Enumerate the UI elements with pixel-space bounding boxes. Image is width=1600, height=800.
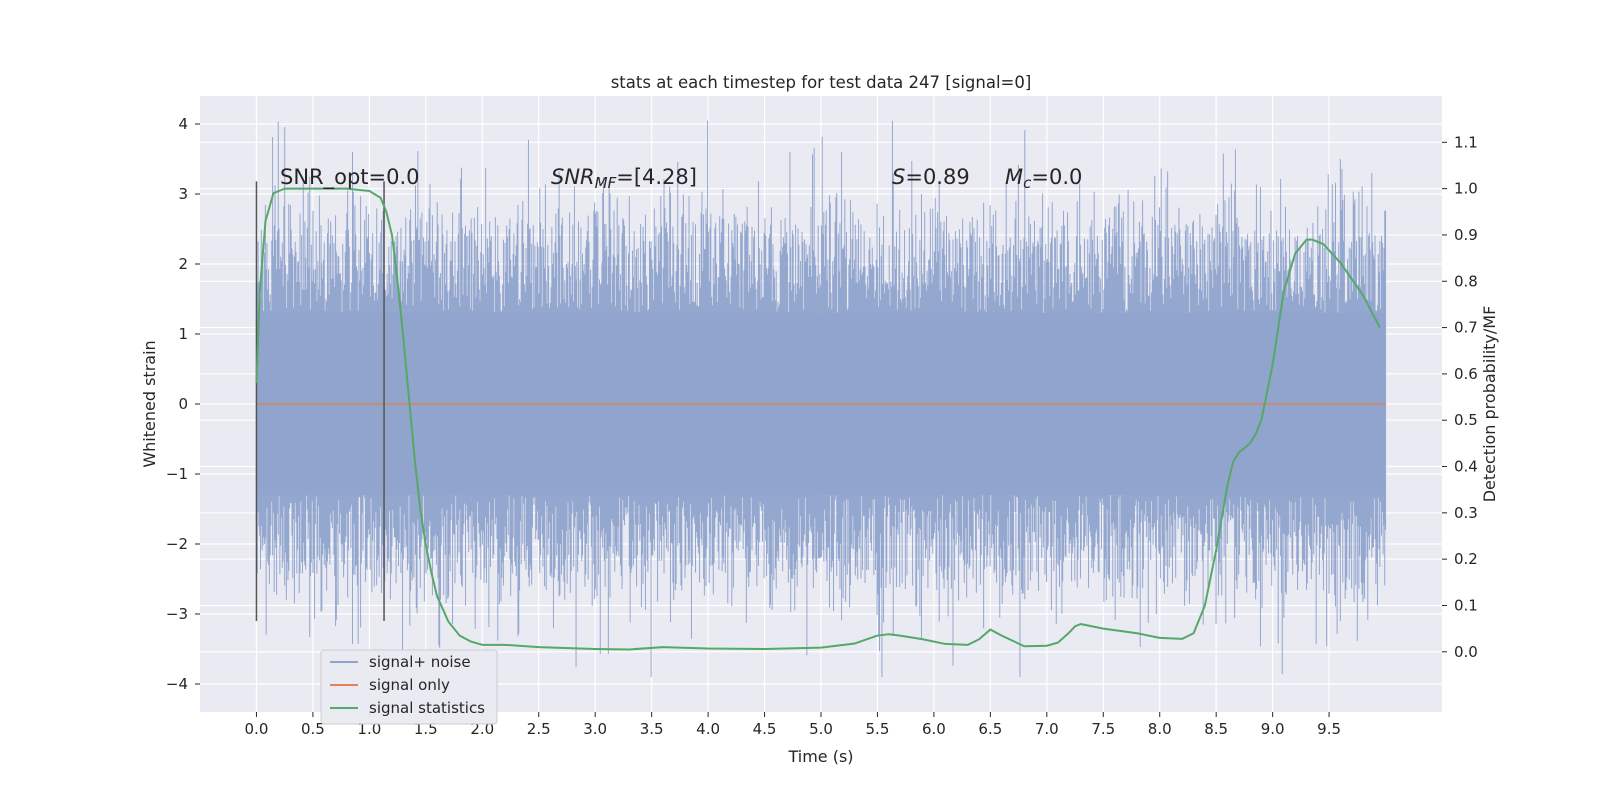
annotation-mc-value: =0.0 (1031, 165, 1082, 189)
y2-tick-label: 0.7 (1454, 319, 1478, 337)
x-tick-label: 5.5 (866, 720, 890, 738)
y2-axis-ticks: 1.1 1.0 0.9 0.8 0.7 0.6 0.5 0.4 0.3 0.2 0.1 0.0 (1442, 133, 1478, 661)
x-tick-label: 5.0 (809, 720, 833, 738)
x-tick-label: 7.0 (1035, 720, 1059, 738)
y-tick-label: 3 (178, 185, 188, 203)
y2-tick-label: 1.0 (1454, 180, 1478, 198)
x-tick-label: 6.5 (978, 720, 1002, 738)
x-tick-label: 0.5 (301, 720, 325, 738)
y2-tick-label: 0.2 (1454, 550, 1478, 568)
x-axis-ticks: 0.0 0.5 1.0 1.5 2.0 2.5 3.0 3.5 4.0 4.5 5.0 5.5 6.0 6… (245, 712, 1341, 738)
x-tick-label: 6.0 (922, 720, 946, 738)
legend-box (320, 649, 498, 725)
annotation-s-base: S (892, 165, 905, 189)
x-tick-label: 3.5 (640, 720, 664, 738)
series-signal-statistics (255, 187, 1381, 651)
x-axis-label: Time (s) (787, 747, 853, 766)
legend-label-signal-only: signal only (369, 676, 450, 694)
x-tick-label: 9.5 (1317, 720, 1341, 738)
annotation-snr-mf: SNRMF=[4.28] (551, 165, 697, 192)
y-tick-label: 2 (178, 255, 188, 273)
x-tick-label: 4.5 (753, 720, 777, 738)
annotation-snr-mf-sub: MF (595, 174, 617, 192)
y-tick-label: −3 (166, 605, 188, 623)
y2-tick-label: 0.9 (1454, 226, 1478, 244)
x-tick-label: 8.5 (1204, 720, 1228, 738)
annotation-mc: Mc=0.0 (1005, 165, 1082, 192)
y2-tick-label: 0.8 (1454, 272, 1478, 290)
y-tick-label: −4 (166, 675, 188, 693)
y-axis-ticks: 4 3 2 1 0 −1 −2 −3 −4 (166, 115, 200, 693)
y-tick-label: −1 (166, 465, 188, 483)
annotation-snr-mf-value: =[4.28] (616, 165, 697, 189)
y-tick-label: 1 (178, 325, 188, 343)
vertical-markers (255, 181, 385, 621)
y-tick-label: −2 (166, 535, 188, 553)
legend: signal+ noise signal only signal statist… (320, 649, 498, 725)
annotation-snr-opt: SNR_opt=0.0 (280, 165, 420, 190)
signal-statistics-line (255, 187, 1381, 651)
y2-tick-label: 1.1 (1454, 133, 1478, 151)
y2-tick-label: 0.4 (1454, 458, 1478, 476)
y2-tick-label: 0.1 (1454, 596, 1478, 614)
x-tick-label: 3.0 (583, 720, 607, 738)
x-tick-label: 0.0 (245, 720, 269, 738)
y2-tick-label: 0.0 (1454, 643, 1478, 661)
x-tick-label: 9.0 (1261, 720, 1285, 738)
annotation-s-value: =0.89 (905, 165, 969, 189)
annotation-mc-base: M (1005, 165, 1023, 189)
y-tick-label: 0 (178, 395, 188, 413)
annotation-s: S=0.89 (892, 165, 970, 189)
chart-title: stats at each timestep for test data 247… (611, 73, 1032, 92)
x-tick-label: 7.5 (1091, 720, 1115, 738)
annotation-snr-mf-base: SNR (551, 165, 595, 189)
annotation-mc-sub: c (1023, 174, 1032, 192)
legend-label-signal-noise: signal+ noise (369, 653, 471, 671)
x-tick-label: 8.0 (1148, 720, 1172, 738)
y-axis-label: Whitened strain (140, 340, 159, 467)
y2-tick-label: 0.3 (1454, 504, 1478, 522)
y2-tick-label: 0.6 (1454, 365, 1478, 383)
x-tick-label: 4.0 (696, 720, 720, 738)
y2-tick-label: 0.5 (1454, 411, 1478, 429)
legend-label-signal-statistics: signal statistics (369, 699, 485, 717)
x-tick-label: 2.5 (527, 720, 551, 738)
y2-axis-label: Detection probability/MF (1480, 306, 1499, 503)
y-tick-label: 4 (178, 115, 188, 133)
